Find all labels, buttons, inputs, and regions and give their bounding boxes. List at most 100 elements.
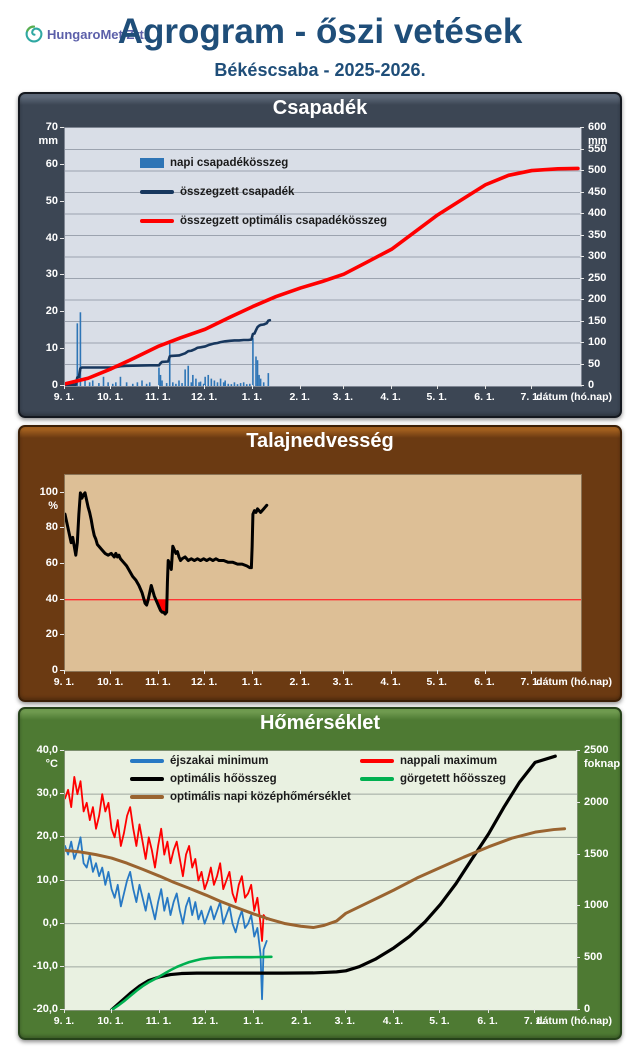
axis-tick-mark <box>534 1009 536 1013</box>
legend-item-line: optimális hőösszeg <box>130 773 277 785</box>
x-axis-tick-label: 12. 1. <box>192 1015 219 1027</box>
axis-tick-mark <box>580 342 584 343</box>
y-axis-tick-label: 150 <box>588 314 607 327</box>
logo-text: HungaroMet Zrt. <box>47 26 148 42</box>
temperature-chart-panel: Hőmérséklet 40,0 °C 30,0 20,0 10,0 0,0 -10,0 -2… <box>18 707 622 1040</box>
axis-tick-mark <box>576 905 580 907</box>
axis-tick-mark <box>344 1009 346 1013</box>
axis-tick-mark <box>60 491 64 493</box>
axis-tick-mark <box>580 191 584 193</box>
legend-label: optimális napi középhőmérséklet <box>170 791 351 803</box>
hungaromet-swirl-icon <box>25 25 43 43</box>
x-axis-tick-label: 1. 1. <box>241 391 263 403</box>
x-axis-title: dátum (hó.nap) <box>536 676 612 688</box>
x-axis-tick-label: 5. 1. <box>426 391 447 403</box>
y-axis-tick-label: 1500 <box>584 847 609 860</box>
y-axis-tick-label: 20,0 <box>36 830 58 843</box>
axis-tick-mark <box>342 670 344 674</box>
y-axis-tick-label: 600 <box>588 121 607 133</box>
y-axis-tick-label: 70 <box>45 121 58 133</box>
axis-tick-mark <box>390 385 392 389</box>
axis-tick-mark <box>576 853 580 855</box>
legend-label: görgetett hőösszeg <box>400 773 507 785</box>
axis-tick-mark <box>60 237 64 239</box>
y-axis-tick-label: 40,0 <box>36 744 58 756</box>
axis-tick-mark <box>64 670 65 674</box>
y-axis-tick-label: 2000 <box>584 795 609 808</box>
x-axis-tick-label: 3. 1. <box>332 676 353 688</box>
y-axis-tick-label: 100 <box>588 336 607 348</box>
y-axis-tick-label: 20 <box>45 628 58 641</box>
axis-tick-mark <box>580 299 584 300</box>
axis-tick-mark <box>110 385 112 389</box>
x-axis-tick-label: 6. 1. <box>474 676 495 688</box>
axis-tick-mark <box>436 670 438 674</box>
y-axis-tick-label: -20,0 <box>32 1003 58 1015</box>
y-axis-tick-label: 0 <box>588 379 595 391</box>
y-axis-unit-label: mm <box>588 135 608 147</box>
y-axis-tick-label: 200 <box>588 293 607 305</box>
x-axis-tick-label: 12. 1. <box>191 676 218 688</box>
y-axis-tick-label: 40 <box>45 592 58 605</box>
axis-tick-mark <box>204 385 206 389</box>
y-axis-tick-label: 0 <box>584 1003 591 1015</box>
legend-label: napi csapadékösszeg <box>170 157 289 169</box>
y-axis-tick-label: 250 <box>588 271 607 284</box>
legend-item-line: görgetett hőösszeg <box>360 773 506 785</box>
axis-tick-mark <box>60 127 64 128</box>
axis-tick-mark <box>580 277 584 279</box>
axis-tick-mark <box>60 311 64 313</box>
precipitation-chart-title: Csapadék <box>272 97 368 119</box>
page-title: Agrogram - őszi vetések <box>117 12 523 51</box>
x-axis-tick-label: 1. 1. <box>241 676 263 688</box>
axis-tick-mark <box>60 836 64 838</box>
x-axis-title: dátum (hó.nap) <box>536 391 612 403</box>
y-axis-tick-label: 500 <box>584 951 603 964</box>
x-axis-tick-label: 6. 1. <box>474 391 495 403</box>
y-axis-tick-label: 100 <box>39 485 58 498</box>
axis-tick-mark <box>299 670 301 674</box>
axis-tick-mark <box>60 274 64 276</box>
axis-tick-mark <box>576 750 580 751</box>
legend-bar-swatch <box>140 158 164 168</box>
axis-tick-mark <box>60 527 64 529</box>
axis-tick-mark <box>487 1009 489 1013</box>
legend-line-swatch <box>130 795 164 799</box>
y-axis-tick-label: 0 <box>51 379 58 391</box>
axis-tick-mark <box>580 170 584 171</box>
axis-tick-mark <box>60 922 64 924</box>
y-axis-tick-label: 50 <box>588 357 601 370</box>
axis-tick-mark <box>390 670 392 674</box>
soil-moisture-chart-panel: Talajnedvesség 100% 80 60 40 20 0 9. 1. 10. 1. 1… <box>18 425 622 702</box>
y-axis-tick-label: 300 <box>588 250 607 262</box>
x-axis-tick-label: 6. 1. <box>477 1015 498 1027</box>
soil-moisture-plot-area <box>64 474 582 672</box>
x-axis-tick-label: 7. 1. <box>520 391 541 403</box>
axis-tick-mark <box>580 385 584 386</box>
x-axis-tick-label: 9. 1. <box>53 676 75 688</box>
axis-tick-mark <box>157 385 159 389</box>
y-axis-tick-label: 2500 <box>584 744 609 756</box>
axis-tick-mark <box>530 670 532 674</box>
axis-tick-mark <box>60 793 64 795</box>
axis-tick-mark <box>60 670 64 671</box>
axis-tick-mark <box>60 598 64 600</box>
axis-tick-mark <box>576 801 580 803</box>
x-axis-title: dátum (hó.nap) <box>536 1015 612 1027</box>
x-axis-tick-label: 12. 1. <box>191 391 218 403</box>
axis-tick-mark <box>576 1009 580 1010</box>
legend-item-line: optimális napi középhőmérséklet <box>130 791 351 803</box>
x-axis-tick-label: 10. 1. <box>97 676 124 688</box>
axis-tick-mark <box>253 1009 255 1013</box>
page-subtitle: Békéscsaba - 2025-2026. <box>214 60 426 80</box>
axis-tick-mark <box>251 385 253 389</box>
axis-tick-mark <box>60 965 64 967</box>
y-axis-tick-label: 30,0 <box>36 787 58 800</box>
y-axis-unit-label: mm <box>38 135 58 147</box>
x-axis-tick-label: 11. 1. <box>145 1015 172 1027</box>
x-axis-tick-label: 4. 1. <box>382 1015 404 1027</box>
legend-item-line: nappali maximum <box>360 755 497 767</box>
precipitation-chart-panel: Csapadék 70 mm 60 50 40 30 20 10 0 600 mm 550 500 450… <box>18 92 622 418</box>
x-axis-tick-label: 4. 1. <box>380 391 401 403</box>
